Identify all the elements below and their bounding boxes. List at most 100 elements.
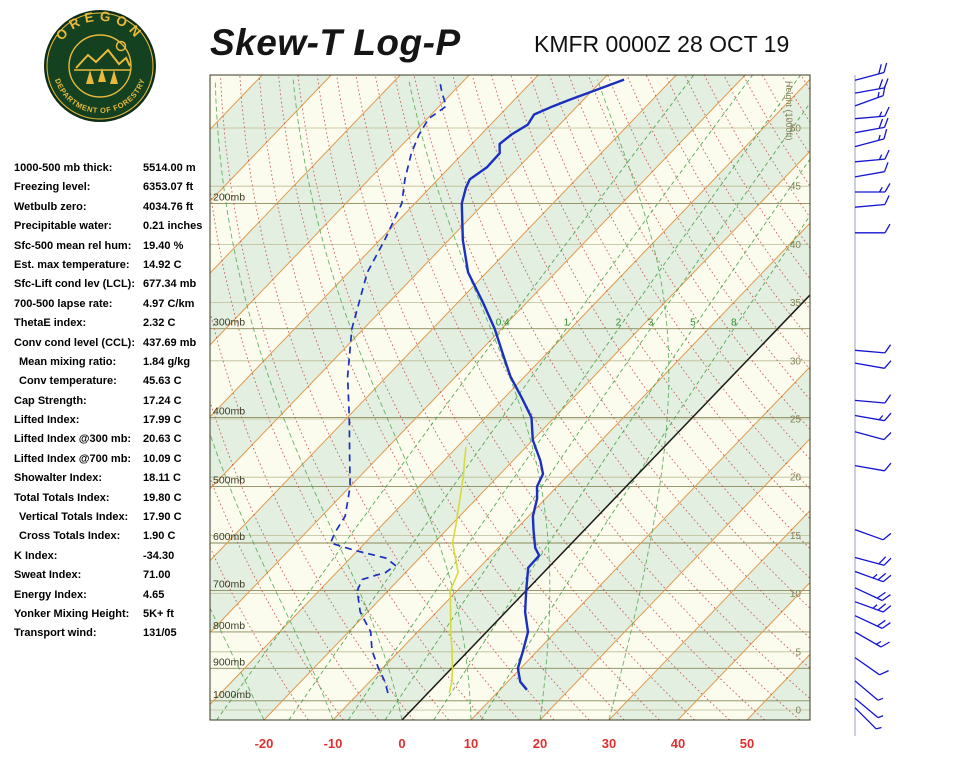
svg-text:30: 30 [602, 736, 616, 751]
index-row: Lifted Index: 17.99 C [14, 414, 214, 433]
svg-text:10: 10 [464, 736, 478, 751]
index-label: Vertical Totals Index: [19, 511, 129, 524]
index-value: -34.30 [143, 549, 175, 562]
odf-logo: OREGON DEPARTMENT OF FORESTRY [44, 8, 156, 122]
logo-background-circle [44, 10, 156, 122]
index-label: Conv cond level (CCL): [14, 336, 136, 349]
temp-axis-labels: -20 -10 0 10 20 30 40 50 [255, 736, 755, 751]
svg-text:-20: -20 [255, 736, 274, 751]
mixing-ratio-lines [216, 75, 810, 720]
index-row: Energy Index: 4.65 [14, 589, 214, 608]
moist-adiabat-lines [210, 79, 670, 720]
svg-text:30: 30 [790, 356, 802, 367]
wind-barb [854, 707, 882, 730]
index-row: Cross Totals Index: 1.90 C [14, 530, 214, 549]
svg-text:700mb: 700mb [213, 579, 245, 591]
index-label: Showalter Index: [14, 472, 103, 485]
index-label: Mean mixing ratio: [19, 355, 117, 368]
svg-text:400mb: 400mb [213, 406, 245, 418]
pressure-gridlines [210, 202, 810, 702]
wind-barb [854, 528, 892, 541]
svg-text:35: 35 [790, 298, 802, 309]
pressure-axis-labels: 200mb 300mb 400mb 500mb 600mb 700mb 800mb 900mb… [213, 191, 251, 700]
index-label: ThetaE index: [14, 317, 87, 330]
index-row: Wetbulb zero: 4034.76 ft [14, 201, 214, 220]
svg-text:800mb: 800mb [213, 620, 245, 632]
index-row: 700-500 lapse rate: 4.97 C/km [14, 298, 214, 317]
svg-text:8: 8 [731, 318, 737, 329]
index-row: Vertical Totals Index: 17.90 C [14, 511, 214, 530]
svg-text:1000mb: 1000mb [213, 689, 251, 701]
svg-text:15: 15 [790, 531, 802, 542]
index-label: 700-500 lapse rate: [14, 297, 113, 310]
index-label: Transport wind: [14, 627, 97, 640]
index-value: 17.99 C [143, 414, 182, 427]
svg-text:0: 0 [398, 736, 405, 751]
index-label: Lifted Index: [14, 414, 80, 427]
logo-sun-icon [115, 40, 127, 52]
index-value: 71.00 [143, 569, 171, 582]
index-label: K Index: [14, 549, 58, 562]
index-row: Cap Strength: 17.24 C [14, 395, 214, 414]
index-value: 0.21 inches [143, 220, 203, 233]
index-row: Sfc-500 mean rel hum: 19.40 % [14, 240, 214, 259]
wind-barb [854, 195, 890, 208]
index-label: Cap Strength: [14, 394, 87, 407]
logo-trees-icon [86, 68, 118, 84]
index-value: 1.84 g/kg [143, 355, 191, 368]
wind-barb [854, 570, 892, 583]
svg-text:0: 0 [795, 706, 801, 717]
index-value: 10.09 C [143, 452, 182, 465]
svg-text:40: 40 [790, 240, 802, 251]
index-label: Est. max temperature: [14, 258, 130, 271]
wind-barb [854, 431, 892, 441]
svg-text:Height (1000ft): Height (1000ft) [784, 81, 794, 141]
indices-panel: 1000-500 mb thick: 5514.00 m Freezing leve… [14, 162, 214, 647]
index-row: Sweat Index: 71.00 [14, 569, 214, 588]
svg-text:40: 40 [671, 736, 685, 751]
index-row: Sfc-Lift cond lev (LCL): 677.34 mb [14, 278, 214, 297]
index-value: 20.63 C [143, 433, 182, 446]
index-value: 2.32 C [143, 317, 176, 330]
index-value: 4.65 [143, 588, 165, 601]
wind-barb [854, 680, 884, 701]
svg-text:10: 10 [790, 589, 802, 600]
wind-barbs [854, 62, 892, 730]
svg-text:200mb: 200mb [213, 191, 245, 203]
index-row: Est. max temperature: 14.92 C [14, 259, 214, 278]
index-value: 19.40 % [143, 239, 184, 252]
index-row: ThetaE index: 2.32 C [14, 317, 214, 336]
index-value: 4034.76 ft [143, 200, 194, 213]
wind-barb [854, 631, 890, 648]
index-label: Lifted Index @300 mb: [14, 433, 132, 446]
index-value: 677.34 mb [143, 278, 197, 291]
index-value: 5514.00 m [143, 162, 196, 174]
station-datetime: KMFR 0000Z 28 OCT 19 [534, 31, 790, 57]
index-label: Freezing level: [14, 181, 91, 194]
wind-barb [854, 62, 888, 81]
index-value: 437.69 mb [143, 336, 197, 349]
index-row: Conv temperature: 45.63 C [14, 375, 214, 394]
index-label: Conv temperature: [19, 375, 117, 388]
index-value: 1.90 C [143, 530, 176, 543]
index-label: Yonker Mixing Height: [14, 607, 130, 620]
chart-border [209, 74, 811, 721]
svg-text:-10: -10 [324, 736, 343, 751]
svg-text:2: 2 [616, 318, 622, 329]
sounding-curves [329, 78, 625, 694]
svg-text:50: 50 [740, 736, 754, 751]
svg-text:5: 5 [795, 647, 801, 658]
wind-barb [854, 657, 889, 676]
index-row: Showalter Index: 18.11 C [14, 472, 214, 491]
index-row: Precipitable water: 0.21 inches [14, 220, 214, 239]
index-label: Precipitable water: [14, 220, 112, 233]
mixing-ratio-labels: 0.4 1 2 3 5 8 [496, 318, 737, 329]
wind-barb [854, 149, 890, 163]
wind-barb [854, 615, 891, 629]
index-value: 19.80 C [143, 491, 182, 504]
svg-text:500mb: 500mb [213, 475, 245, 487]
index-row: K Index: -34.30 [14, 550, 214, 569]
